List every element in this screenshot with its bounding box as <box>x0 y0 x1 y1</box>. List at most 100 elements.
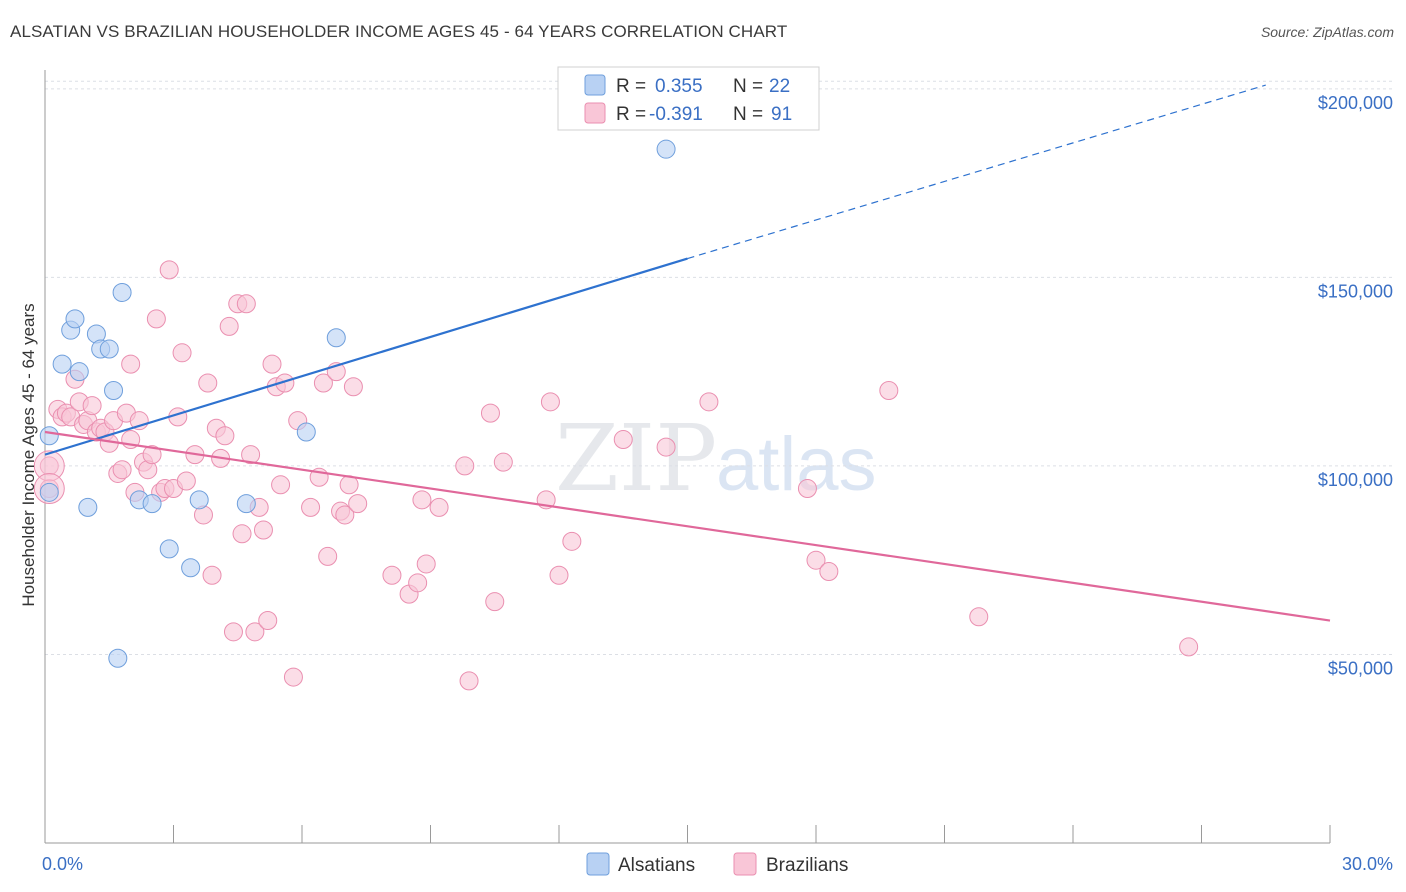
brazilians-point-74 <box>459 671 479 691</box>
gridlines <box>45 80 1395 655</box>
brazilians-point-55 <box>283 667 303 687</box>
y-tick-label-1: $100,000 <box>1318 470 1393 490</box>
brazilians-point-45 <box>236 294 256 314</box>
y-tick-label-2: $150,000 <box>1318 281 1393 301</box>
brazilians-point-32 <box>172 343 192 363</box>
brazilians-point-69 <box>408 573 428 593</box>
brazilians-point-29 <box>159 260 179 280</box>
legend-n-value-brazilians: 91 <box>771 104 792 125</box>
brazilians-point-51 <box>262 354 282 374</box>
brazilians-point-63 <box>335 505 355 525</box>
alsatians-trendline-extension <box>687 84 1266 260</box>
alsatians-point-20 <box>326 328 346 348</box>
alsatians-point-18 <box>236 494 256 514</box>
alsatians-point-16 <box>181 558 201 578</box>
brazilians-point-73 <box>455 456 475 476</box>
brazilians-point-90 <box>1179 637 1199 657</box>
brazilians-point-17 <box>112 460 132 480</box>
alsatians-point-9 <box>99 339 119 359</box>
alsatians-point-19 <box>296 422 316 442</box>
y-tick-label-3: $200,000 <box>1318 93 1393 113</box>
watermark-atlas: atlas <box>716 422 877 507</box>
brazilians-point-41 <box>219 316 239 336</box>
alsatians-point-14 <box>142 494 162 514</box>
brazilians-point-40 <box>215 426 235 446</box>
y-axis-label: Householder Income Ages 45 - 64 years <box>19 303 38 606</box>
x-tick-label-1: 30.0% <box>1342 854 1393 874</box>
brazilians-point-80 <box>549 565 569 585</box>
brazilians-point-71 <box>416 554 436 574</box>
brazilians-point-33 <box>176 471 196 491</box>
brazilians-point-54 <box>275 373 295 393</box>
brazilians-point-47 <box>245 622 265 642</box>
legend-swatch-alsatians <box>584 74 606 96</box>
brazilians-point-26 <box>146 309 166 329</box>
x-tick-labels: 0.0% 30.0% <box>42 854 1393 874</box>
alsatians-point-1 <box>39 482 59 502</box>
legend-n-value-alsatians: 22 <box>769 76 790 97</box>
legend-swatch-brazilians <box>584 102 606 124</box>
brazilians-point-70 <box>412 490 432 510</box>
alsatians-point-6 <box>78 497 98 517</box>
brazilians-point-85 <box>797 479 817 499</box>
legend-n-label-alsatians: N = <box>733 76 763 97</box>
bottom-legend-swatch-brazilians <box>733 852 757 876</box>
legend-r-value-brazilians: -0.391 <box>649 104 703 125</box>
y-tick-labels: $50,000 $100,000 $150,000 $200,000 <box>1318 93 1393 679</box>
brazilians-point-46 <box>241 445 261 465</box>
brazilians-point-88 <box>879 381 899 401</box>
brazilians-point-84 <box>699 392 719 412</box>
brazilians-trendline <box>44 430 1331 622</box>
bottom-legend-swatch-alsatians <box>586 852 610 876</box>
alsatians-point-15 <box>159 539 179 559</box>
bottom-legend: Alsatians Brazilians <box>586 852 848 876</box>
brazilians-point-10 <box>82 396 102 416</box>
alsatians-trendline <box>44 257 688 456</box>
brazilians-point-44 <box>232 524 252 544</box>
alsatians-point-2 <box>52 354 72 374</box>
alsatians-point-0 <box>39 426 59 446</box>
brazilians-point-53 <box>271 475 291 495</box>
source-credit: Source: ZipAtlas.com <box>1260 24 1394 40</box>
legend: R = 0.355 N = 22 R = -0.391 N = 91 <box>557 66 820 131</box>
brazilians-point-79 <box>540 392 560 412</box>
alsatians-points <box>39 139 676 668</box>
brazilians-point-60 <box>318 546 338 566</box>
brazilians-point-82 <box>613 430 633 450</box>
brazilians-point-59 <box>313 373 333 393</box>
y-tick-label-0: $50,000 <box>1328 658 1393 678</box>
brazilians-point-75 <box>480 403 500 423</box>
brazilians-point-20 <box>121 354 141 374</box>
brazilians-point-76 <box>485 592 505 612</box>
brazilians-point-66 <box>348 494 368 514</box>
alsatians-point-11 <box>108 648 128 668</box>
alsatians-point-4 <box>65 309 85 329</box>
brazilians-point-77 <box>493 452 513 472</box>
bottom-legend-label-alsatians: Alsatians <box>618 855 695 876</box>
brazilians-point-57 <box>301 497 321 517</box>
brazilians-point-67 <box>382 565 402 585</box>
brazilians-point-81 <box>562 531 582 551</box>
legend-r-label-alsatians: R = <box>616 76 646 97</box>
chart-title: ALSATIAN VS BRAZILIAN HOUSEHOLDER INCOME… <box>10 22 788 41</box>
alsatians-point-10 <box>104 381 124 401</box>
alsatians-point-21 <box>656 139 676 159</box>
brazilians-point-42 <box>223 622 243 642</box>
brazilians-point-49 <box>253 520 273 540</box>
brazilians-point-89 <box>969 607 989 627</box>
brazilians-points <box>33 260 1199 691</box>
trendlines <box>44 84 1331 622</box>
legend-r-label-brazilians: R = <box>616 104 646 125</box>
brazilians-point-36 <box>198 373 218 393</box>
bottom-legend-label-brazilians: Brazilians <box>766 855 848 876</box>
legend-r-value-alsatians: 0.355 <box>655 76 703 97</box>
x-tick-label-0: 0.0% <box>42 854 83 874</box>
brazilians-point-83 <box>656 437 676 457</box>
watermark: ZIP atlas <box>555 405 877 512</box>
watermark-zip: ZIP <box>555 405 717 512</box>
alsatians-point-5 <box>69 362 89 382</box>
brazilians-point-72 <box>429 497 449 517</box>
brazilians-point-25 <box>142 445 162 465</box>
brazilians-point-87 <box>819 562 839 582</box>
